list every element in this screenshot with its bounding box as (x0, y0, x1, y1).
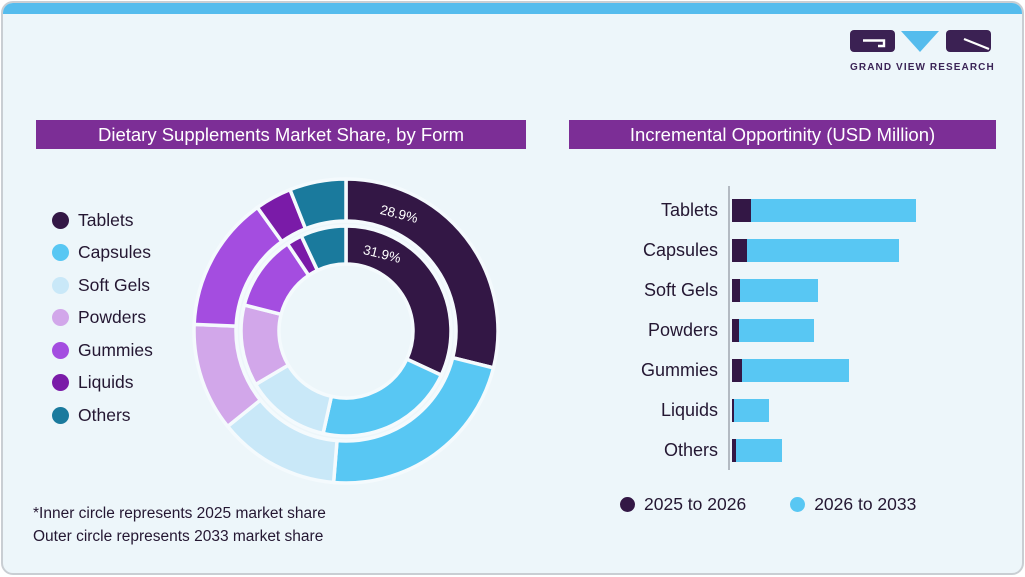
left-chart-title-bar: Dietary Supplements Market Share, by For… (36, 120, 526, 149)
bar-row-label: Gummies (640, 360, 718, 380)
bar-chart-axis (728, 186, 730, 470)
right-chart-title: Incremental Opportinity (USD Million) (629, 123, 936, 145)
bar-segment-2026-to-2033 (751, 199, 916, 222)
bar-segment-2025-to-2026 (732, 239, 747, 262)
donut-legend-item-tablets: Tablets (52, 209, 153, 230)
donut-legend-label: Gummies (78, 339, 153, 360)
donut-legend-dot (52, 244, 69, 261)
bar-legend-dot (790, 496, 806, 512)
donut-legend: Tablets Capsules Soft Gels Powders Gummies Li… (52, 209, 153, 439)
donut-legend-dot (52, 406, 69, 424)
logo-v-triangle (901, 31, 939, 52)
bar-segment-2026-to-2033 (740, 279, 818, 302)
donut-legend-item-capsules: Capsules (52, 242, 153, 262)
donut-legend-dot (52, 309, 69, 326)
bar-row-label: Powders (647, 320, 718, 340)
bar-segment-2026-to-2033 (739, 319, 814, 342)
bar-legend-label: 2026 to 2033 (814, 493, 917, 514)
donut-legend-dot (52, 211, 69, 229)
bar-row-capsules: Capsules (598, 239, 998, 262)
bar-row-label: Capsules (642, 240, 718, 260)
donut-legend-dot (52, 341, 69, 359)
footnote-line-1: *Inner circle represents 2025 market sha… (33, 505, 326, 522)
bar-track (732, 239, 899, 262)
donut-chart: 28.9% 31.9% (186, 171, 506, 491)
bar-row-label: Soft Gels (643, 280, 718, 300)
bar-legend-item-2026-to-2033: 2026 to 2033 (790, 493, 917, 514)
bar-chart-legend: 2025 to 2026 2026 to 2033 (620, 493, 960, 514)
bar-row-label: Liquids (660, 400, 718, 420)
bar-track (732, 439, 782, 462)
logo-r-glyph (963, 37, 990, 51)
bar-segment-2025-to-2026 (732, 359, 742, 382)
donut-legend-label: Tablets (78, 209, 134, 230)
donut-segment-outer-2033-others (288, 177, 348, 231)
bar-segment-2025-to-2026 (732, 439, 736, 462)
bar-segment-2025-to-2026 (732, 279, 740, 302)
bar-segment-2026-to-2033 (734, 399, 769, 422)
donut-legend-label: Liquids (78, 372, 134, 392)
bar-track (732, 399, 769, 422)
bar-legend-label: 2025 to 2026 (644, 493, 747, 514)
donut-legend-item-powders: Powders (52, 307, 153, 327)
logo-g-glyph (863, 39, 886, 48)
bar-row-tablets: Tablets (598, 199, 998, 222)
bar-row-liquids: Liquids (598, 399, 998, 422)
donut-chart-svg (192, 177, 500, 485)
bar-track (732, 319, 814, 342)
bar-legend-dot (620, 496, 635, 512)
bar-legend-item-2025-to-2026: 2025 to 2026 (620, 493, 747, 514)
bar-row-powders: Powders (598, 319, 998, 342)
bar-segment-2025-to-2026 (732, 319, 739, 342)
bar-segment-2026-to-2033 (747, 239, 899, 262)
bar-row-gummies: Gummies (598, 359, 998, 382)
donut-legend-label: Others (78, 404, 131, 425)
donut-legend-label: Capsules (78, 242, 151, 262)
bar-segment-2026-to-2033 (736, 439, 782, 462)
donut-legend-item-gummies: Gummies (52, 339, 153, 360)
left-chart-title: Dietary Supplements Market Share, by For… (97, 123, 465, 145)
gvr-logo: GRAND VIEW RESEARCH (850, 30, 995, 73)
bar-track (732, 199, 916, 222)
gvr-logo-mark (850, 30, 991, 52)
donut-legend-item-soft-gels: Soft Gels (52, 274, 153, 295)
bar-row-others: Others (598, 439, 998, 462)
bar-chart: Tablets Capsules Soft Gels Powders Gummies Li… (598, 186, 998, 471)
right-chart-title-bar: Incremental Opportinity (USD Million) (569, 120, 996, 149)
donut-segment-inner-2025-others (299, 224, 348, 273)
bar-segment-2025-to-2026 (732, 199, 751, 222)
donut-legend-item-others: Others (52, 404, 153, 425)
donut-legend-label: Soft Gels (78, 274, 150, 295)
donut-footnote: *Inner circle represents 2025 market sha… (33, 503, 326, 548)
footnote-line-2: Outer circle represents 2033 market shar… (33, 527, 324, 545)
donut-legend-label: Powders (78, 307, 147, 327)
bar-row-label: Tablets (660, 200, 718, 220)
donut-segment-inner-2025-tablets (344, 224, 453, 377)
gvr-logo-text: GRAND VIEW RESEARCH (850, 62, 995, 73)
bar-segment-2025-to-2026 (732, 399, 734, 422)
bar-segment-2026-to-2033 (742, 359, 849, 382)
bar-row-soft-gels: Soft Gels (598, 279, 998, 302)
donut-legend-item-liquids: Liquids (52, 372, 153, 392)
bar-track (732, 359, 849, 382)
bar-track (732, 279, 818, 302)
bar-row-label: Others (663, 440, 718, 460)
top-accent-bar (3, 3, 1022, 14)
donut-legend-dot (52, 374, 69, 391)
donut-legend-dot (52, 276, 69, 294)
